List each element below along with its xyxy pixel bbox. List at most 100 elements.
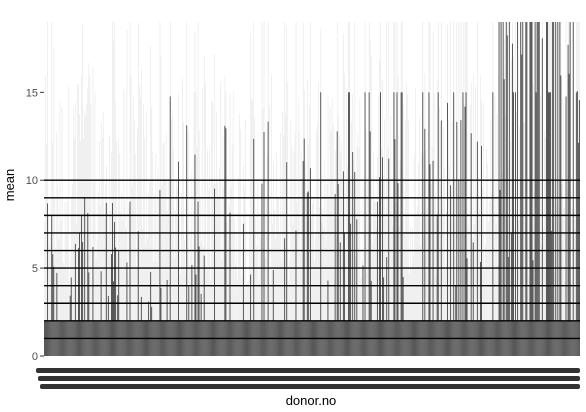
bar (551, 230, 553, 356)
bar (197, 201, 199, 356)
bar (462, 92, 464, 356)
bar (191, 264, 193, 356)
bar (349, 92, 351, 356)
bar (214, 188, 216, 356)
bar (440, 120, 442, 357)
y-tick-label: 10 (26, 175, 38, 187)
bar (447, 102, 448, 356)
bar (532, 260, 534, 356)
bar (362, 265, 364, 356)
bar (169, 96, 171, 356)
bar (401, 92, 403, 356)
bar (536, 22, 538, 356)
y-tick-label: 5 (32, 263, 38, 275)
y-tick-label: 15 (26, 87, 38, 99)
bar (364, 92, 366, 356)
bars (44, 22, 580, 357)
bar (522, 22, 524, 356)
x-axis-tick-labels (36, 368, 580, 389)
bar (137, 231, 139, 356)
bar (100, 271, 102, 356)
bar (303, 138, 305, 356)
bar (465, 92, 467, 356)
bar (515, 92, 516, 356)
bar (529, 22, 531, 356)
bar (553, 22, 555, 356)
bar (114, 221, 116, 356)
bar (79, 233, 80, 356)
bar (87, 213, 89, 356)
bar (140, 296, 142, 356)
bar (111, 254, 112, 356)
bar (472, 242, 474, 356)
bar (380, 92, 381, 356)
bar (369, 131, 371, 356)
bar (535, 92, 537, 356)
bar (107, 295, 109, 356)
bar (548, 92, 549, 356)
x-tick-label-band (36, 368, 580, 373)
bar (203, 255, 205, 356)
bar (337, 184, 339, 356)
bar (464, 106, 466, 357)
bar (84, 197, 86, 356)
x-tick-label-band (38, 376, 580, 381)
bar (354, 172, 356, 356)
bar (70, 277, 72, 356)
bar (129, 201, 131, 356)
bar (521, 54, 523, 357)
bar (200, 293, 202, 356)
bar (534, 22, 536, 356)
bar (263, 132, 265, 356)
bar (466, 258, 468, 356)
bar (545, 22, 547, 356)
y-axis-title: mean (2, 169, 17, 202)
bar (578, 100, 580, 357)
bar (186, 125, 188, 356)
bar (480, 262, 481, 356)
bar (572, 22, 574, 356)
bar (126, 262, 128, 356)
bar (224, 125, 226, 356)
bar (453, 92, 455, 356)
bar (508, 22, 510, 356)
bar (307, 191, 309, 356)
bar (82, 242, 84, 356)
bar (526, 22, 528, 356)
bar (327, 280, 329, 356)
bar (334, 193, 336, 356)
bar (88, 272, 90, 356)
bar (559, 22, 561, 356)
bar (538, 22, 540, 356)
bar (547, 22, 548, 356)
bar (194, 154, 196, 356)
bar (549, 92, 551, 356)
bar (402, 277, 404, 356)
bar (306, 192, 308, 356)
bar (339, 242, 341, 356)
bar (198, 246, 200, 356)
bar (53, 266, 55, 356)
bar (476, 141, 478, 356)
bar (309, 168, 311, 356)
bar (500, 22, 502, 356)
bar (342, 171, 344, 356)
bar (502, 22, 504, 356)
bar (113, 281, 114, 356)
bar (160, 287, 162, 356)
bar (225, 128, 227, 356)
bar (250, 274, 252, 356)
bar (150, 271, 152, 356)
x-tick-label-band (40, 384, 580, 389)
bar (432, 160, 434, 356)
bar (52, 254, 54, 356)
bar (105, 202, 107, 356)
bar (576, 91, 578, 357)
x-axis-title: donor.no (286, 393, 337, 408)
bar (525, 22, 527, 356)
bar (513, 92, 514, 356)
bar (92, 247, 94, 356)
bar (115, 247, 117, 356)
bar (284, 238, 286, 356)
